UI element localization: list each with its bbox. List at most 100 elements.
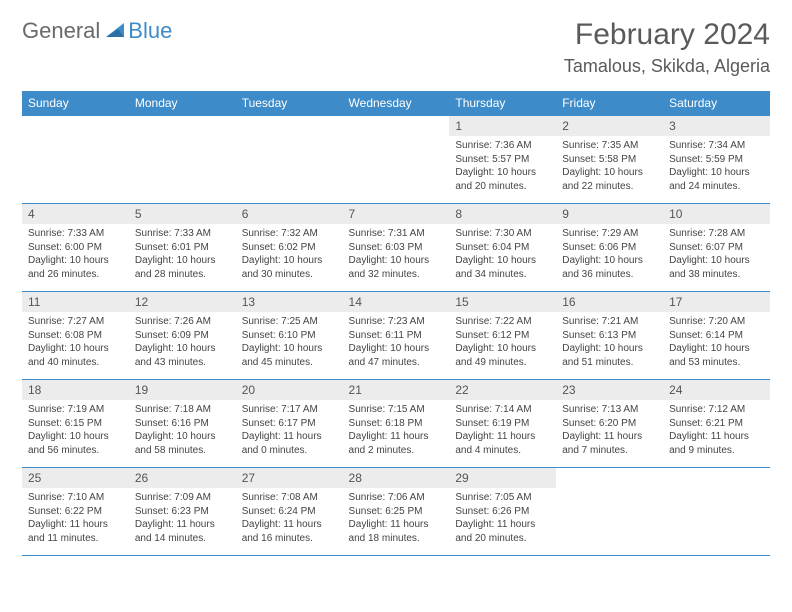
sunset: Sunset: 6:25 PM bbox=[349, 505, 444, 519]
day-number: 7 bbox=[343, 204, 450, 224]
day-cell bbox=[556, 468, 663, 489]
sunrise: Sunrise: 7:29 AM bbox=[562, 227, 657, 241]
day-info-cell: Sunrise: 7:18 AMSunset: 6:16 PMDaylight:… bbox=[129, 400, 236, 468]
day-number: 5 bbox=[129, 204, 236, 224]
day-number: 17 bbox=[663, 292, 770, 312]
dow-header-cell: Tuesday bbox=[236, 91, 343, 116]
daylight-line1: Daylight: 10 hours bbox=[135, 342, 230, 356]
daylight-line1: Daylight: 10 hours bbox=[455, 254, 550, 268]
daylight-line1: Daylight: 10 hours bbox=[135, 254, 230, 268]
day-info-cell: Sunrise: 7:30 AMSunset: 6:04 PMDaylight:… bbox=[449, 224, 556, 292]
sunset: Sunset: 6:19 PM bbox=[455, 417, 550, 431]
location: Tamalous, Skikda, Algeria bbox=[564, 56, 770, 77]
day-info-cell: Sunrise: 7:33 AMSunset: 6:01 PMDaylight:… bbox=[129, 224, 236, 292]
daylight-line2: and 38 minutes. bbox=[669, 268, 764, 282]
day-info-cell: Sunrise: 7:08 AMSunset: 6:24 PMDaylight:… bbox=[236, 488, 343, 556]
daylight-line2: and 20 minutes. bbox=[455, 180, 550, 194]
sunset: Sunset: 6:16 PM bbox=[135, 417, 230, 431]
day-cell: 24 bbox=[663, 380, 770, 401]
daylight-line2: and 9 minutes. bbox=[669, 444, 764, 458]
calendar-table: SundayMondayTuesdayWednesdayThursdayFrid… bbox=[22, 91, 770, 556]
dow-header-cell: Sunday bbox=[22, 91, 129, 116]
day-info-cell: Sunrise: 7:31 AMSunset: 6:03 PMDaylight:… bbox=[343, 224, 450, 292]
day-cell: 4 bbox=[22, 204, 129, 225]
day-cell: 21 bbox=[343, 380, 450, 401]
sunset: Sunset: 6:23 PM bbox=[135, 505, 230, 519]
sunset: Sunset: 6:09 PM bbox=[135, 329, 230, 343]
sunset: Sunset: 6:18 PM bbox=[349, 417, 444, 431]
sunrise: Sunrise: 7:22 AM bbox=[455, 315, 550, 329]
sunset: Sunset: 6:02 PM bbox=[242, 241, 337, 255]
day-number: 19 bbox=[129, 380, 236, 400]
day-info-cell: Sunrise: 7:33 AMSunset: 6:00 PMDaylight:… bbox=[22, 224, 129, 292]
week-daynum-row: 18192021222324 bbox=[22, 380, 770, 401]
day-cell: 16 bbox=[556, 292, 663, 313]
dow-header-cell: Wednesday bbox=[343, 91, 450, 116]
daylight-line2: and 4 minutes. bbox=[455, 444, 550, 458]
day-cell: 2 bbox=[556, 116, 663, 137]
dow-header-cell: Monday bbox=[129, 91, 236, 116]
week-info-row: Sunrise: 7:36 AMSunset: 5:57 PMDaylight:… bbox=[22, 136, 770, 204]
daylight-line2: and 24 minutes. bbox=[669, 180, 764, 194]
week-daynum-row: 2526272829 bbox=[22, 468, 770, 489]
sunset: Sunset: 6:07 PM bbox=[669, 241, 764, 255]
day-number: 8 bbox=[449, 204, 556, 224]
daylight-line1: Daylight: 10 hours bbox=[242, 254, 337, 268]
day-number: 4 bbox=[22, 204, 129, 224]
day-info-cell bbox=[343, 136, 450, 204]
logo-sail-icon bbox=[104, 19, 126, 44]
daylight-line2: and 22 minutes. bbox=[562, 180, 657, 194]
daylight-line2: and 2 minutes. bbox=[349, 444, 444, 458]
daylight-line2: and 7 minutes. bbox=[562, 444, 657, 458]
day-empty bbox=[663, 468, 770, 487]
sunset: Sunset: 6:08 PM bbox=[28, 329, 123, 343]
sunset: Sunset: 6:20 PM bbox=[562, 417, 657, 431]
day-number: 9 bbox=[556, 204, 663, 224]
day-info-cell: Sunrise: 7:29 AMSunset: 6:06 PMDaylight:… bbox=[556, 224, 663, 292]
day-cell: 25 bbox=[22, 468, 129, 489]
logo-text-blue: Blue bbox=[128, 18, 172, 44]
sunrise: Sunrise: 7:18 AM bbox=[135, 403, 230, 417]
day-cell bbox=[663, 468, 770, 489]
sunrise: Sunrise: 7:08 AM bbox=[242, 491, 337, 505]
sunset: Sunset: 6:11 PM bbox=[349, 329, 444, 343]
day-cell: 26 bbox=[129, 468, 236, 489]
calendar-page: General Blue February 2024 Tamalous, Ski… bbox=[0, 0, 792, 574]
dow-header-row: SundayMondayTuesdayWednesdayThursdayFrid… bbox=[22, 91, 770, 116]
day-info-cell: Sunrise: 7:19 AMSunset: 6:15 PMDaylight:… bbox=[22, 400, 129, 468]
day-info-cell: Sunrise: 7:17 AMSunset: 6:17 PMDaylight:… bbox=[236, 400, 343, 468]
day-cell: 5 bbox=[129, 204, 236, 225]
daylight-line1: Daylight: 11 hours bbox=[135, 518, 230, 532]
sunrise: Sunrise: 7:15 AM bbox=[349, 403, 444, 417]
day-empty bbox=[343, 116, 450, 135]
daylight-line2: and 20 minutes. bbox=[455, 532, 550, 546]
day-info-cell: Sunrise: 7:21 AMSunset: 6:13 PMDaylight:… bbox=[556, 312, 663, 380]
day-cell: 9 bbox=[556, 204, 663, 225]
day-number: 10 bbox=[663, 204, 770, 224]
week-info-row: Sunrise: 7:10 AMSunset: 6:22 PMDaylight:… bbox=[22, 488, 770, 556]
daylight-line2: and 56 minutes. bbox=[28, 444, 123, 458]
daylight-line1: Daylight: 10 hours bbox=[349, 342, 444, 356]
day-cell bbox=[236, 116, 343, 137]
daylight-line2: and 11 minutes. bbox=[28, 532, 123, 546]
week-info-row: Sunrise: 7:27 AMSunset: 6:08 PMDaylight:… bbox=[22, 312, 770, 380]
sunset: Sunset: 5:57 PM bbox=[455, 153, 550, 167]
day-info-cell: Sunrise: 7:22 AMSunset: 6:12 PMDaylight:… bbox=[449, 312, 556, 380]
day-info-cell bbox=[22, 136, 129, 204]
daylight-line1: Daylight: 10 hours bbox=[242, 342, 337, 356]
day-number: 16 bbox=[556, 292, 663, 312]
day-number: 2 bbox=[556, 116, 663, 136]
day-cell: 8 bbox=[449, 204, 556, 225]
daylight-line2: and 32 minutes. bbox=[349, 268, 444, 282]
sunrise: Sunrise: 7:14 AM bbox=[455, 403, 550, 417]
week-daynum-row: 45678910 bbox=[22, 204, 770, 225]
daylight-line1: Daylight: 10 hours bbox=[28, 430, 123, 444]
day-info-cell: Sunrise: 7:26 AMSunset: 6:09 PMDaylight:… bbox=[129, 312, 236, 380]
daylight-line1: Daylight: 11 hours bbox=[562, 430, 657, 444]
dow-header-cell: Thursday bbox=[449, 91, 556, 116]
day-info-cell: Sunrise: 7:25 AMSunset: 6:10 PMDaylight:… bbox=[236, 312, 343, 380]
sunset: Sunset: 6:22 PM bbox=[28, 505, 123, 519]
sunrise: Sunrise: 7:17 AM bbox=[242, 403, 337, 417]
sunset: Sunset: 6:26 PM bbox=[455, 505, 550, 519]
sunset: Sunset: 6:10 PM bbox=[242, 329, 337, 343]
